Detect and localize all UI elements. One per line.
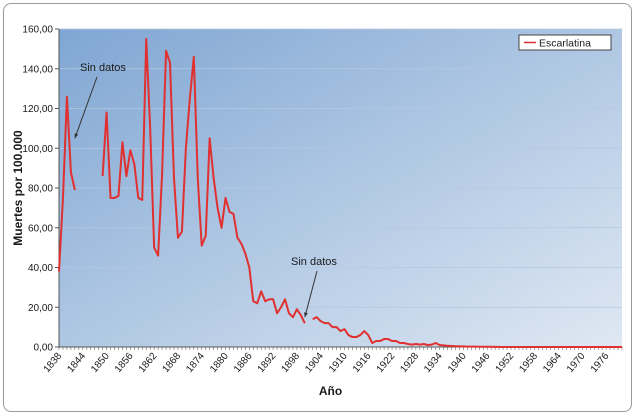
y-axis-title: Muertes por 100.000: [11, 130, 25, 246]
y-tick-label: 20,00: [28, 303, 53, 314]
y-tick-label: 140,00: [22, 64, 53, 75]
y-tick-label: 0,00: [34, 343, 54, 354]
x-axis-ticks: 1838 1844 1850 1856 1862 1868 1874 1880 1886 1892…: [42, 347, 623, 375]
x-tick-label: 1838: [42, 351, 65, 375]
y-tick-label: 100,00: [22, 144, 53, 155]
x-tick-label: 1862: [137, 351, 160, 375]
x-tick-label: 1856: [113, 351, 136, 375]
annotations: Sin datos Sin datos: [74, 62, 337, 318]
y-tick-label: 160,00: [22, 25, 53, 36]
x-tick-label: 1928: [398, 351, 421, 375]
series-line-segment: [101, 37, 306, 324]
x-tick-label: 1958: [517, 351, 540, 375]
annotation-arrow: [74, 76, 98, 139]
x-tick-label: 1952: [494, 351, 517, 375]
x-tick-label: 1916: [351, 351, 374, 375]
x-tick-label: 1934: [422, 351, 445, 375]
annotation-arrowhead: [304, 312, 308, 318]
x-tick-label: 1946: [470, 351, 493, 375]
x-tick-label: 1850: [89, 351, 112, 375]
legend-label: Escarlatina: [539, 38, 591, 50]
x-tick-label: 1922: [375, 351, 398, 375]
x-tick-label: 1874: [184, 351, 207, 375]
series-line-segment: [58, 95, 76, 272]
x-axis-title: Año: [319, 384, 342, 398]
annotation-label: Sin datos: [80, 62, 126, 74]
y-tick-label: 120,00: [22, 104, 53, 115]
x-tick-label: 1898: [279, 351, 302, 375]
x-tick-label: 1880: [208, 351, 231, 375]
annotation-arrowhead: [74, 133, 79, 139]
x-tick-label: 1892: [256, 351, 279, 375]
y-tick-label: 60,00: [28, 223, 53, 234]
x-tick-label: 1964: [541, 351, 564, 375]
gridlines: [59, 28, 622, 308]
annotation-label: Sin datos: [291, 256, 337, 268]
legend-box: [518, 34, 612, 51]
legend: Escarlatina: [518, 34, 612, 51]
x-tick-label: 1940: [446, 351, 469, 375]
x-tick-label: 1976: [589, 351, 612, 375]
series-line-segment: [312, 316, 622, 348]
y-tick-label: 40,00: [28, 263, 53, 274]
x-tick-label: 1910: [327, 351, 350, 375]
x-tick-label: 1844: [65, 351, 88, 375]
annotation-arrow: [304, 270, 318, 318]
y-axis-ticks: 0,00 20,00 40,00 60,00 80,00 100,00 120,00 140,…: [22, 25, 59, 354]
y-tick-label: 80,00: [28, 184, 53, 195]
x-tick-label: 1970: [565, 351, 588, 375]
x-tick-label: 1904: [303, 351, 326, 375]
x-tick-label: 1886: [232, 351, 255, 375]
x-tick-label: 1868: [161, 351, 184, 375]
series-layer: [58, 37, 622, 348]
